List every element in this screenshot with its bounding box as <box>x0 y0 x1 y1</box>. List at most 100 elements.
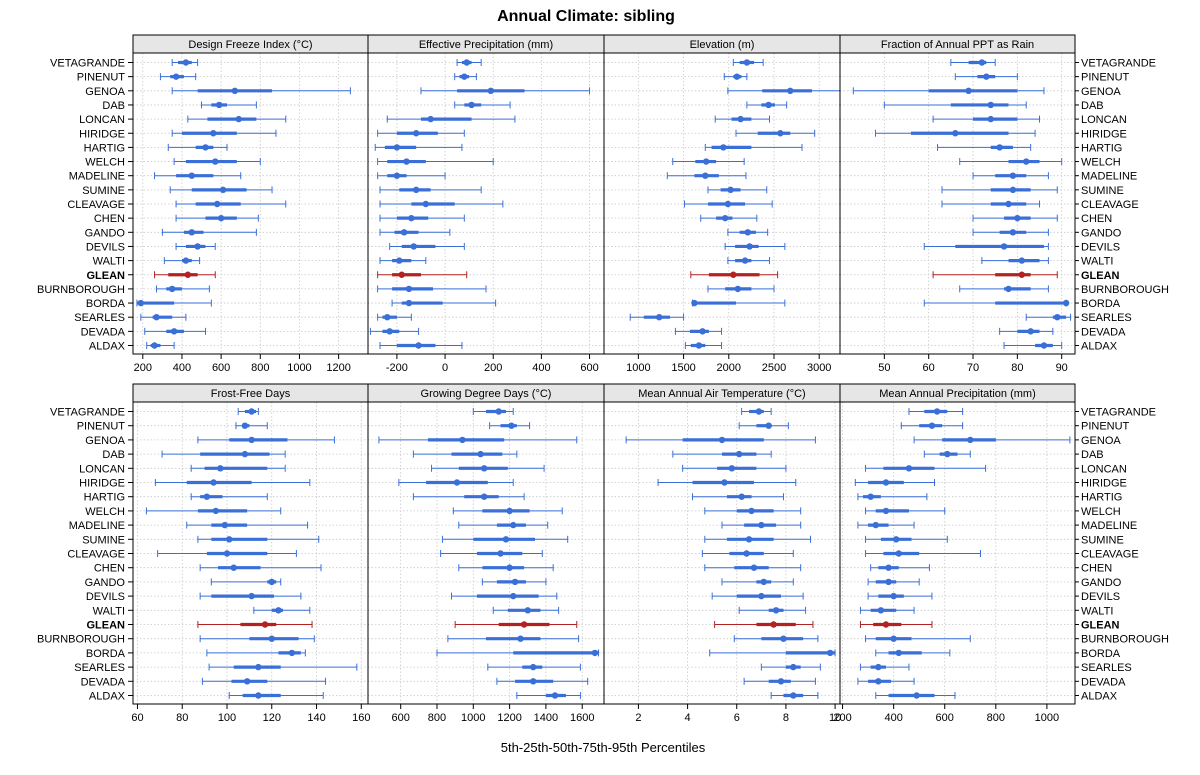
site-cleavage <box>701 550 794 557</box>
site-borda <box>875 649 951 657</box>
median-point <box>230 564 237 571</box>
median-point <box>772 607 780 614</box>
median-point <box>422 200 429 208</box>
site-dab <box>923 450 971 458</box>
site-aldax <box>770 692 819 699</box>
site-dab <box>454 101 511 109</box>
median-point <box>275 607 282 614</box>
median-point <box>268 635 275 642</box>
site-label-right: DEVADA <box>1081 676 1126 688</box>
median-point <box>987 101 994 109</box>
site-devada <box>743 677 816 685</box>
median-point <box>885 578 892 586</box>
site-hartig <box>167 143 228 151</box>
site-sumine <box>379 186 482 194</box>
site-walti <box>379 257 427 265</box>
median-point <box>268 578 275 586</box>
site-label-right: WELCH <box>1081 157 1121 169</box>
median-point <box>765 422 772 429</box>
panel-design-freeze-index-c: Design Freeze Index (°C) 200 400 600 800 1000… <box>132 34 369 374</box>
site-chen <box>972 214 1058 222</box>
median-point <box>255 692 262 699</box>
site-label-left: BURNBOROUGH <box>37 284 125 296</box>
site-gando <box>867 578 920 586</box>
median-point <box>882 479 890 486</box>
median-point <box>151 342 158 349</box>
median-point <box>231 87 239 95</box>
median-point <box>403 158 410 165</box>
site-gando <box>972 228 1049 236</box>
site-sumine <box>441 535 569 543</box>
site-madeline <box>857 521 915 529</box>
site-genoa <box>171 87 351 95</box>
x-tick-label: 400 <box>532 362 550 374</box>
median-point <box>219 186 227 194</box>
site-madeline <box>154 172 242 180</box>
site-burnborough <box>733 635 819 643</box>
site-pinenut <box>954 73 1018 81</box>
median-point <box>748 507 755 515</box>
site-searles <box>1025 313 1072 321</box>
site-welch <box>173 158 261 166</box>
median-point <box>1027 328 1034 335</box>
site-burnborough <box>447 635 580 643</box>
site-madeline <box>666 172 747 180</box>
site-dab <box>672 450 772 458</box>
panel-title: Effective Precipitation (mm) <box>419 39 553 51</box>
site-vetagrande <box>950 59 996 66</box>
x-tick-label: 1000 <box>1035 712 1059 724</box>
site-genoa <box>625 436 816 444</box>
median-point <box>743 550 750 557</box>
site-walti <box>253 606 311 614</box>
site-label-left: VETAGRANDE <box>50 58 125 70</box>
site-chen <box>379 214 465 222</box>
median-point <box>530 678 537 685</box>
site-label-left: MADELINE <box>69 171 125 183</box>
site-label-left: PINENUT <box>77 421 126 433</box>
site-label-left: WALTI <box>93 256 125 268</box>
panel-effective-precipitation-mm: Effective Precipitation (mm) -200 0 200 400 6… <box>367 34 605 374</box>
site-label-right: GENOA <box>1081 435 1121 447</box>
median-point <box>770 621 777 628</box>
median-point <box>551 692 559 699</box>
median-point <box>212 507 220 515</box>
median-point <box>790 692 797 699</box>
site-label-left: CHEN <box>94 563 125 575</box>
site-madeline <box>972 172 1049 180</box>
site-welch <box>865 507 946 515</box>
x-tick-label: 6 <box>734 712 740 724</box>
site-label-left: DAB <box>102 449 125 461</box>
site-pinenut <box>900 422 964 430</box>
median-point <box>235 115 242 123</box>
median-point <box>892 536 900 543</box>
median-point <box>750 564 758 571</box>
median-point <box>459 436 466 444</box>
median-point <box>1009 186 1017 194</box>
panel-fraction-of-annual-ppt-as-rain: Fraction of Annual PPT as Rain 50 60 70 80 90 <box>839 34 1076 374</box>
site-label-right: MADELINE <box>1081 171 1137 183</box>
median-point <box>952 130 959 137</box>
site-label-left: DAB <box>102 100 125 112</box>
median-point <box>170 328 178 335</box>
median-point <box>400 229 408 236</box>
site-glean <box>454 621 578 628</box>
site-vetagrande <box>171 59 199 66</box>
median-point <box>214 200 221 208</box>
median-point <box>1009 229 1017 236</box>
site-label-right: CHEN <box>1081 213 1112 225</box>
site-label-right: BORDA <box>1081 298 1121 310</box>
site-label-left: DEVILS <box>86 591 125 603</box>
site-label-right: VETAGRANDE <box>1081 407 1156 419</box>
site-label-right: CLEAVAGE <box>1081 549 1139 561</box>
site-walti <box>738 606 807 614</box>
median-point <box>655 314 663 321</box>
site-label-right: LONCAN <box>1081 114 1127 126</box>
panels-group: Design Freeze Index (°C)200 400 600 800 1000… <box>37 34 1169 724</box>
site-genoa <box>913 436 1071 444</box>
site-label-left: GANDO <box>85 577 126 589</box>
site-walti <box>859 606 915 614</box>
site-genoa <box>197 436 335 444</box>
site-genoa <box>378 436 578 444</box>
x-tick-label: 140 <box>307 712 325 724</box>
site-label-right: SUMINE <box>1081 534 1124 546</box>
